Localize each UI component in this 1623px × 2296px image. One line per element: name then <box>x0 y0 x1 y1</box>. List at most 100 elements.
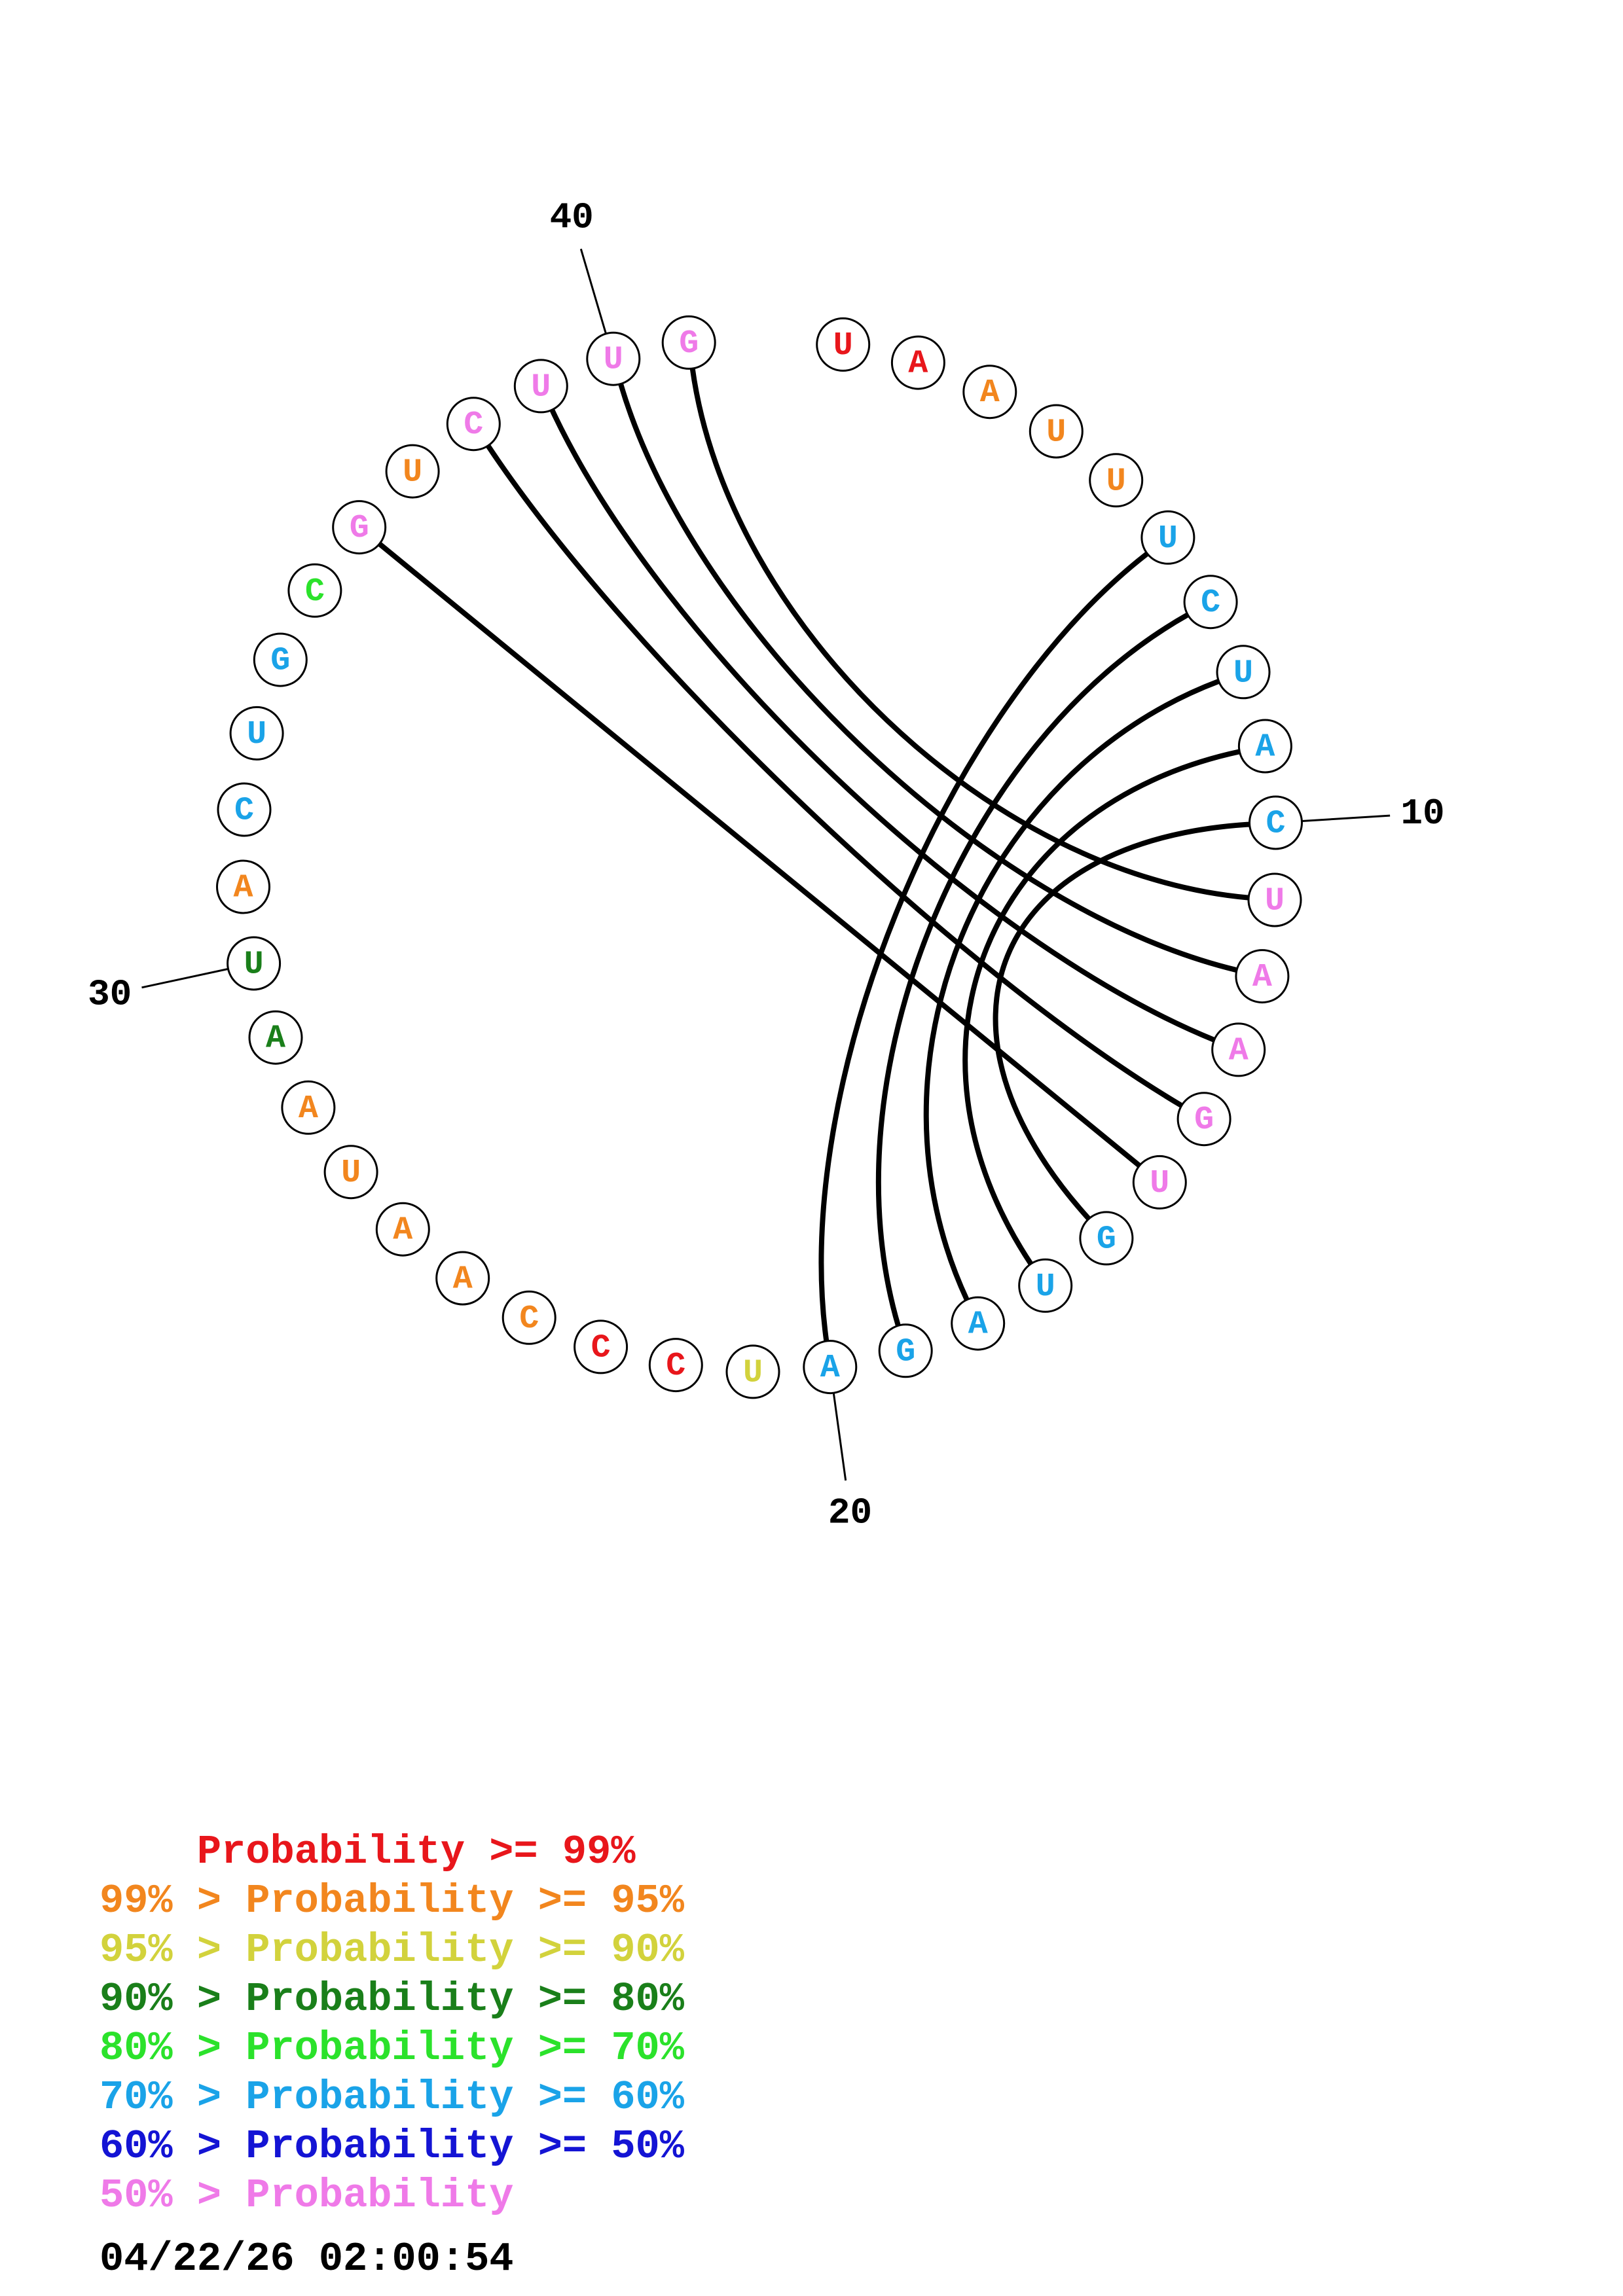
nucleotide-30: U <box>227 936 282 991</box>
nucleotide-letter: G <box>896 1333 915 1371</box>
nucleotide-letter: C <box>666 1348 685 1385</box>
nucleotide-20: A <box>803 1340 858 1395</box>
nucleotide-letter: U <box>743 1354 763 1391</box>
nucleotide-letter: U <box>244 946 264 984</box>
nucleotide-circle <box>890 335 945 390</box>
legend-entry-p80: 90% > Probability >= 80% <box>100 1976 684 2022</box>
nucleotide-33: U <box>229 706 284 761</box>
base-pair-arc-6-20 <box>818 551 1149 1342</box>
nucleotide-36: G <box>332 500 387 555</box>
nucleotide-letter: C <box>1266 806 1285 843</box>
nucleotide-letter: C <box>464 406 483 444</box>
nucleotide-circle <box>1029 404 1084 459</box>
base-pair-arc-10-16 <box>993 821 1250 1221</box>
nucleotide-circle <box>1237 719 1292 774</box>
nucleotide-ring: U AAUUUCUACUAAGUGUAGAUCCCAAUAAUACUGCGUCUU… <box>216 315 1303 1399</box>
nucleotide-28: A <box>281 1080 336 1135</box>
nucleotide-circle <box>501 1290 556 1345</box>
nucleotide-8: U <box>1216 645 1271 700</box>
nucleotide-letter: C <box>519 1300 539 1338</box>
nucleotide-letter: A <box>453 1261 473 1299</box>
nucleotide-32: C <box>217 782 272 837</box>
nucleotide-letter: A <box>233 870 253 907</box>
nucleotide-3: A <box>962 365 1017 420</box>
nucleotide-40: U <box>586 331 641 386</box>
nucleotide-letter: A <box>299 1090 318 1128</box>
nucleotide-circle <box>951 1296 1006 1351</box>
nucleotide-circle <box>385 444 440 499</box>
nucleotide-letter: G <box>1194 1102 1214 1139</box>
nucleotide-letter: G <box>350 510 369 547</box>
base-pair-arc-13-39 <box>549 408 1216 1043</box>
nucleotide-15: U <box>1132 1155 1187 1210</box>
nucleotide-21: U <box>725 1344 780 1399</box>
nucleotide-circle <box>216 859 270 914</box>
nucleotide-circle <box>816 317 871 372</box>
position-label-10: 10 <box>1400 793 1444 834</box>
nucleotide-41: G <box>661 315 716 370</box>
nucleotide-19: G <box>878 1323 933 1378</box>
nucleotide-27: U <box>323 1145 378 1200</box>
nucleotide-letter: A <box>908 346 928 383</box>
nucleotide-circle <box>446 397 501 452</box>
nucleotide-letter: C <box>234 793 254 830</box>
nucleotide-1: U <box>816 317 871 372</box>
nucleotide-circle <box>661 315 716 370</box>
legend-entry-p50: 60% > Probability >= 50% <box>100 2123 684 2170</box>
base-pair-arc-8-18 <box>923 679 1220 1301</box>
nucleotide-5: U <box>1089 453 1144 508</box>
nucleotide-circle <box>287 563 342 618</box>
nucleotide-letter: U <box>531 368 551 406</box>
nucleotide-circle <box>375 1202 430 1257</box>
nucleotide-38: C <box>446 397 501 452</box>
nucleotide-circle <box>1249 795 1303 850</box>
legend-entry-p60: 70% > Probability >= 60% <box>100 2074 684 2121</box>
nucleotide-letter: U <box>247 716 266 753</box>
nucleotide-letter: C <box>1201 584 1220 622</box>
base-pair-arc-11-41 <box>689 368 1249 901</box>
nucleotide-circle <box>574 1319 629 1374</box>
nucleotide-letter: U <box>1046 414 1066 452</box>
nucleotide-23: C <box>574 1319 629 1374</box>
base-pair-arc-12-40 <box>618 383 1237 973</box>
legend-entry-p99: Probability >= 99% <box>100 1829 636 1875</box>
nucleotide-11: U <box>1247 872 1302 927</box>
base-pair-arc-15-36 <box>378 541 1141 1168</box>
nucleotide-6: U <box>1140 510 1195 565</box>
base-pair-arc-7-19 <box>875 612 1190 1327</box>
nucleotide-circle <box>227 936 282 991</box>
nucleotide-circle <box>586 331 641 386</box>
nucleotide-circle <box>1176 1092 1231 1147</box>
nucleotide-letter: G <box>270 643 290 680</box>
legend-entry-p70: 80% > Probability >= 70% <box>100 2025 684 2072</box>
timestamp: 04/22/26 02:00:54 <box>100 2236 514 2282</box>
nucleotide-letter: A <box>1252 959 1272 996</box>
nucleotide-16: G <box>1079 1211 1134 1266</box>
nucleotide-letter: G <box>679 325 699 363</box>
nucleotide-letter: A <box>820 1350 840 1387</box>
position-label-20: 20 <box>828 1492 872 1534</box>
position-label-40: 40 <box>550 196 594 238</box>
nucleotide-letter: U <box>1036 1268 1055 1306</box>
nucleotide-2: A <box>890 335 945 390</box>
nucleotide-circle <box>217 782 272 837</box>
nucleotide-29: A <box>248 1010 303 1065</box>
nucleotide-circle <box>248 1010 303 1065</box>
nucleotide-circle <box>229 706 284 761</box>
nucleotide-circle <box>1216 645 1271 700</box>
nucleotide-letter: A <box>266 1020 285 1058</box>
nucleotide-letter: A <box>1229 1032 1249 1069</box>
nucleotide-circle <box>435 1251 490 1306</box>
nucleotide-circle <box>1079 1211 1134 1266</box>
nucleotide-letter: A <box>968 1306 988 1344</box>
nucleotide-circle <box>1235 949 1290 1004</box>
nucleotide-letter: A <box>980 374 1000 412</box>
nucleotide-7: C <box>1183 575 1238 630</box>
nucleotide-letter: A <box>1255 729 1275 766</box>
nucleotide-circle <box>725 1344 780 1399</box>
nucleotide-34: G <box>253 632 308 687</box>
nucleotide-letter: U <box>1233 655 1253 692</box>
nucleotide-circle <box>253 632 308 687</box>
nucleotide-letter: C <box>591 1329 611 1367</box>
